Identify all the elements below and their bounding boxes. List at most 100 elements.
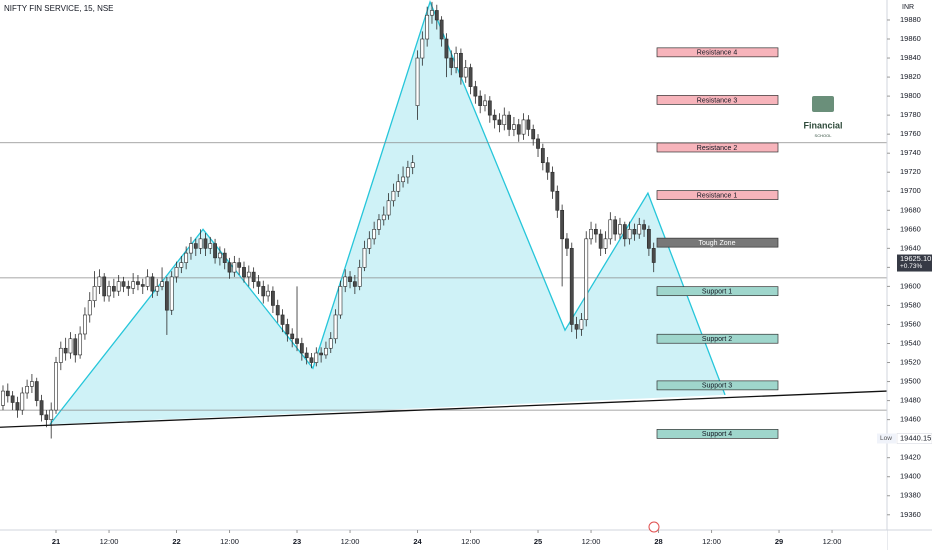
candle-body xyxy=(357,267,362,287)
y-tick-label: 19780 xyxy=(900,110,921,119)
candle-body xyxy=(34,381,39,401)
candle-body xyxy=(295,338,299,344)
candle-body xyxy=(372,229,377,240)
candle-body xyxy=(280,314,285,325)
candle-body xyxy=(396,181,401,192)
candle-body xyxy=(319,352,324,356)
candle-body xyxy=(603,238,608,249)
candle-body xyxy=(497,119,502,125)
candle-body xyxy=(102,276,107,297)
candle-body xyxy=(73,338,78,356)
candle-body xyxy=(555,190,560,211)
candle-body xyxy=(377,219,381,230)
candle-body xyxy=(25,386,29,394)
logo-icon xyxy=(812,96,834,112)
candle-body xyxy=(237,262,242,268)
candle-body xyxy=(54,362,58,411)
candle-body xyxy=(391,190,396,202)
candle-body xyxy=(415,57,420,106)
candle-body xyxy=(338,286,343,316)
candle-body xyxy=(540,148,545,164)
candle-body xyxy=(487,100,492,116)
candle-body xyxy=(405,167,410,178)
candle-body xyxy=(642,224,646,230)
candle-body xyxy=(213,243,217,259)
candle-body xyxy=(468,67,473,87)
candle-body xyxy=(463,67,468,78)
zone-label: Support 1 xyxy=(702,289,732,296)
y-tick-label: 19720 xyxy=(900,167,921,176)
candle-body xyxy=(266,290,270,297)
candle-body xyxy=(492,114,497,121)
y-tick-label: 19500 xyxy=(900,377,921,386)
zone-box xyxy=(656,237,779,248)
y-tick-label: 19840 xyxy=(900,53,921,62)
zone-box xyxy=(656,47,779,58)
candle-body xyxy=(328,338,333,349)
candle-body xyxy=(87,300,92,316)
last-price-tag xyxy=(897,254,932,272)
zone-label: Support 3 xyxy=(702,383,732,390)
currency: INR xyxy=(902,4,914,11)
x-tick-label: 29 xyxy=(775,537,783,546)
candle-body xyxy=(565,238,569,249)
candle-body xyxy=(401,176,405,183)
candle-body xyxy=(521,119,526,135)
candle-body xyxy=(136,281,140,285)
candle-body xyxy=(618,224,622,235)
candle-body xyxy=(275,305,280,316)
x-tick-label: 24 xyxy=(413,537,422,546)
candle-body xyxy=(126,286,131,289)
candle-body xyxy=(439,19,444,40)
candle-body xyxy=(593,229,598,235)
candle-body xyxy=(430,10,434,16)
candle-body xyxy=(222,252,227,263)
x-tick-label: 12:00 xyxy=(823,537,842,546)
candle-body xyxy=(174,267,179,278)
candle-body xyxy=(646,229,651,249)
candle-body xyxy=(256,281,261,287)
last-price-change: +0.73% xyxy=(900,263,922,270)
x-tick-label: 12:00 xyxy=(220,537,239,546)
candle-body xyxy=(526,119,531,130)
zone-label: Resistance 1 xyxy=(697,192,738,199)
candle-body xyxy=(155,286,160,292)
candle-body xyxy=(627,229,632,240)
candle-body xyxy=(10,395,15,403)
zone-label: Support 2 xyxy=(702,336,732,343)
price-axis xyxy=(887,0,932,550)
candle-body xyxy=(473,86,478,97)
y-tick-label: 19660 xyxy=(900,224,921,233)
candle-body xyxy=(160,281,164,287)
x-tick-label: 12:00 xyxy=(461,537,480,546)
y-tick-label: 19400 xyxy=(900,472,921,481)
plot-area: Resistance 4 Resistance 3 Resistance 2 Resi… xyxy=(0,0,888,439)
candle-body xyxy=(271,290,275,306)
y-tick-label: 19480 xyxy=(900,396,921,405)
candle-body xyxy=(232,262,237,273)
candle-body xyxy=(569,248,574,325)
low-name: Low xyxy=(880,435,892,442)
zone-label: Resistance 3 xyxy=(697,97,738,104)
y-tick-label: 19640 xyxy=(900,243,921,252)
candle-body xyxy=(97,276,102,287)
candle-body xyxy=(545,162,550,173)
chart-title: NIFTY FIN SERVICE, 15, NSE xyxy=(4,4,114,13)
candle-body xyxy=(444,38,449,59)
candle-body xyxy=(333,314,338,340)
candle-body xyxy=(15,402,20,411)
brand-name: Financial xyxy=(803,120,842,130)
zone-box xyxy=(656,286,779,297)
zone-label: Resistance 2 xyxy=(697,145,738,152)
time-axis xyxy=(0,530,887,550)
candle-body xyxy=(550,171,555,192)
candle-body xyxy=(251,271,256,282)
x-tick-label: 22 xyxy=(172,537,180,546)
candle-body xyxy=(449,57,454,68)
candle-body xyxy=(386,200,391,216)
candle-body xyxy=(651,248,656,263)
candle-body xyxy=(179,262,184,268)
candle-body xyxy=(39,400,44,416)
